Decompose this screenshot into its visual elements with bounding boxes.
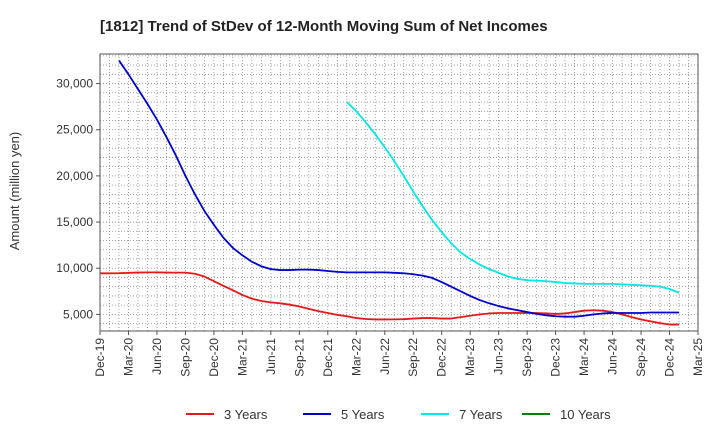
x-tick-label: Dec-20	[207, 338, 221, 377]
legend: 3 Years 5 Years 7 Years 10 Years	[186, 407, 611, 422]
x-tick-label: Dec-19	[93, 338, 107, 377]
chart-title: [1812] Trend of StDev of 12-Month Moving…	[100, 18, 548, 35]
x-axis-ticks: Dec-19 Mar-20 Jun-20 Sep-20 Dec-20 Mar-21 Jun-…	[93, 331, 705, 377]
x-tick-label: Sep-23	[520, 338, 534, 377]
x-tick-label: Mar-25	[691, 338, 705, 376]
legend-label-2: 5 Years	[341, 407, 385, 422]
x-tick-label: Sep-20	[178, 338, 192, 377]
x-tick-label: Jun-20	[150, 338, 164, 375]
series-line-1	[100, 271, 680, 326]
x-tick-label: Mar-20	[121, 338, 135, 376]
plot-border	[99, 53, 699, 332]
series-line-2	[118, 59, 680, 318]
plot-frame	[99, 53, 699, 332]
y-tick-label: 5,000	[63, 307, 93, 321]
x-tick-label: Jun-22	[378, 338, 392, 375]
x-tick-label: Mar-22	[349, 338, 363, 376]
legend-label-1: 3 Years	[224, 407, 268, 422]
x-tick-label: Mar-23	[463, 338, 477, 376]
x-tick-label: Jun-23	[492, 338, 506, 375]
x-tick-label: Dec-21	[321, 338, 335, 377]
y-tick-label: 25,000	[56, 123, 93, 137]
series-line-3	[346, 101, 680, 294]
legend-label-4: 10 Years	[560, 407, 611, 422]
x-tick-label: Mar-24	[577, 338, 591, 376]
x-tick-label: Dec-22	[435, 338, 449, 377]
legend-label-3: 7 Years	[459, 407, 503, 422]
x-tick-label: Jun-21	[264, 338, 278, 375]
x-tick-label: Mar-21	[235, 338, 249, 376]
y-axis-label: Amount (million yen)	[7, 132, 22, 251]
x-tick-label: Sep-21	[292, 338, 306, 377]
x-tick-label: Dec-23	[549, 338, 563, 377]
x-tick-label: Jun-24	[606, 338, 620, 375]
y-axis-ticks: 5,000 10,000 15,000 20,000 25,000 30,000	[56, 77, 100, 321]
grid	[100, 54, 698, 331]
y-tick-label: 30,000	[56, 77, 93, 91]
x-tick-label: Sep-22	[406, 338, 420, 377]
x-tick-label: Sep-24	[634, 338, 648, 377]
y-tick-label: 10,000	[56, 261, 93, 275]
series-lines	[100, 59, 680, 326]
y-tick-label: 20,000	[56, 169, 93, 183]
y-tick-label: 15,000	[56, 215, 93, 229]
x-tick-label: Dec-24	[663, 338, 677, 377]
